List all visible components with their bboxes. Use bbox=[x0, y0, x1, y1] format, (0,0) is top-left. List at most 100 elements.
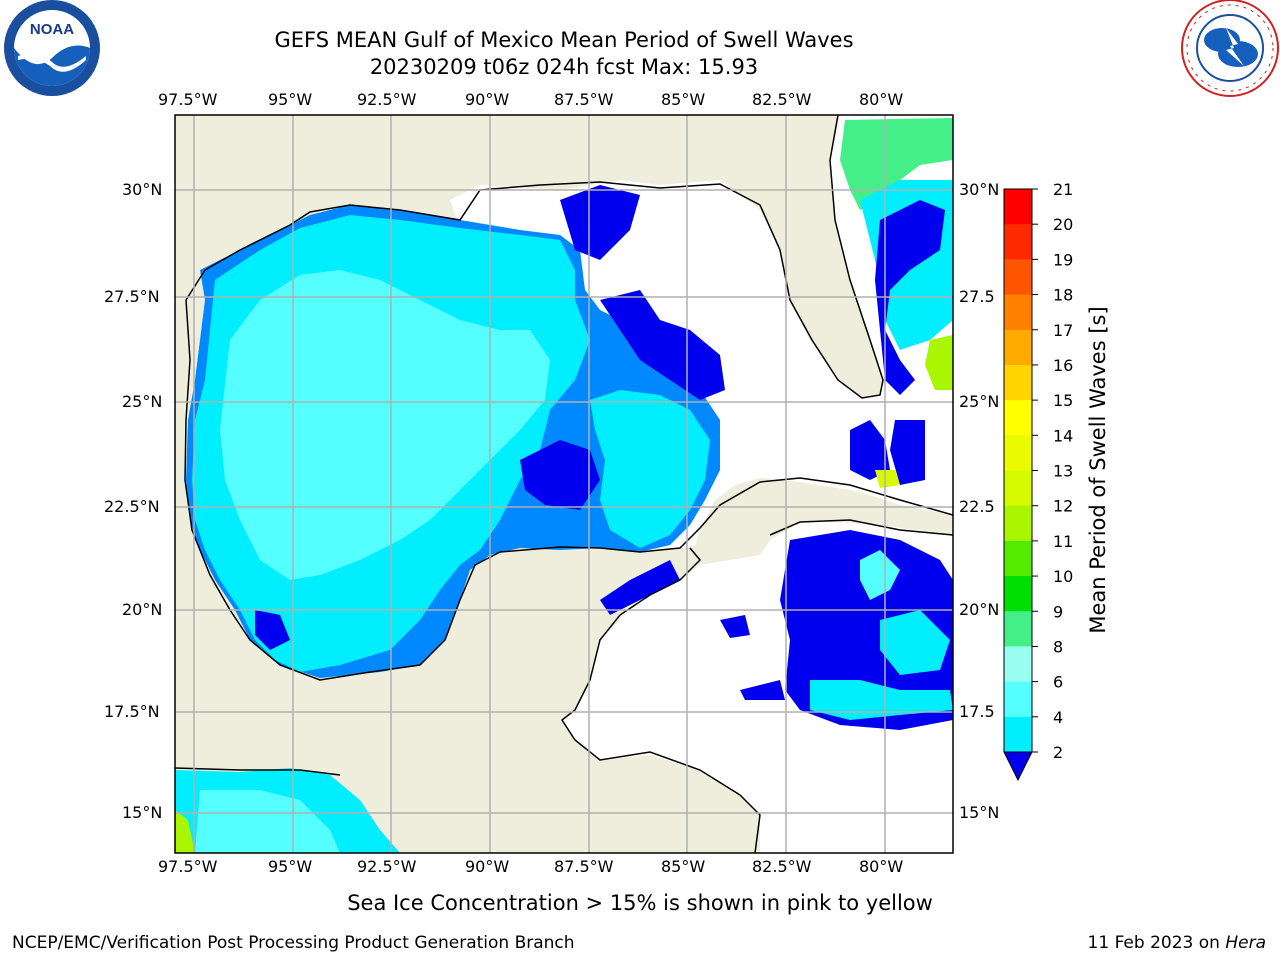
lon-top-97-5: 97.5°W bbox=[158, 90, 218, 109]
colorbar-tick-label: 19 bbox=[1053, 250, 1073, 269]
colorbar-underflow bbox=[1003, 751, 1033, 782]
swell-zone-12s bbox=[925, 335, 953, 390]
colorbar-tick-label: 2 bbox=[1053, 743, 1063, 762]
colorbar-label: Mean Period of Swell Waves [s] bbox=[1086, 306, 1110, 634]
land-cuba-yucatan bbox=[560, 490, 953, 715]
swell-zone-6-8s bbox=[220, 270, 550, 580]
swell-patch-b bbox=[740, 680, 785, 700]
colorbar-tick-label: 14 bbox=[1053, 426, 1073, 445]
colorbar-segment bbox=[1004, 189, 1032, 225]
lat-left-17-5: 17.5°N bbox=[104, 702, 160, 721]
lon-bottom-92-5: 92.5°W bbox=[357, 857, 417, 876]
colorbar: 21 20 19 18 17 16 15 14 13 12 11 10 9 8 6 4 2 bbox=[1003, 180, 1073, 782]
lat-left-30: 30°N bbox=[122, 180, 163, 199]
swell-zone-caribbean-east bbox=[880, 610, 950, 675]
lon-bottom-80: 80°W bbox=[859, 857, 904, 876]
footer-left: NCEP/EMC/Verification Post Processing Pr… bbox=[12, 933, 575, 953]
lon-top-82-5: 82.5°W bbox=[752, 90, 812, 109]
swell-under-2s-b bbox=[600, 290, 725, 400]
lon-top-90: 90°W bbox=[465, 90, 510, 109]
lat-right-30: 30°N bbox=[959, 180, 1000, 199]
colorbar-segment bbox=[1004, 611, 1032, 647]
lon-bottom-95: 95°W bbox=[268, 857, 313, 876]
colorbar-segment bbox=[1004, 364, 1032, 401]
gridlines bbox=[175, 115, 953, 853]
nws-logo bbox=[1181, 0, 1279, 97]
footer-right: 11 Feb 2023 on Hera bbox=[1088, 933, 1266, 953]
colorbar-tick-label: 6 bbox=[1053, 673, 1063, 692]
lon-bottom-82-5: 82.5°W bbox=[752, 857, 812, 876]
colorbar-tick-label: 11 bbox=[1053, 532, 1073, 551]
colorbar-segment bbox=[1004, 400, 1032, 436]
colorbar-segment bbox=[1004, 646, 1032, 683]
lat-right-17-5: 17.5 bbox=[959, 702, 995, 721]
colorbar-tick-label: 21 bbox=[1053, 180, 1073, 199]
lat-left-20: 20°N bbox=[122, 600, 163, 619]
footer-host: Hera bbox=[1225, 933, 1266, 953]
swell-under-2s-a bbox=[560, 185, 640, 260]
map-frame bbox=[174, 114, 954, 854]
colorbar-segment bbox=[1004, 576, 1032, 612]
colorbar-tick-label: 12 bbox=[1053, 497, 1073, 516]
colorbar-tick-label: 9 bbox=[1053, 602, 1063, 621]
lat-right-27-5: 27.5 bbox=[959, 287, 995, 306]
lon-top-95: 95°W bbox=[268, 90, 313, 109]
swell-zone-pacific-inner bbox=[195, 790, 340, 853]
swell-zone-9-10s bbox=[840, 118, 953, 210]
lat-left-22-5: 22.5°N bbox=[104, 497, 160, 516]
swell-under-2s-atlantic bbox=[875, 200, 945, 395]
colorbar-segment bbox=[1004, 435, 1032, 471]
lat-left-15: 15°N bbox=[122, 803, 163, 822]
noaa-logo-text: NOAA bbox=[30, 21, 74, 38]
swell-patch-c bbox=[850, 420, 890, 480]
colorbar-tick-label: 10 bbox=[1053, 567, 1073, 586]
lon-bottom-90: 90°W bbox=[465, 857, 510, 876]
swell-zone-caribbean-west bbox=[860, 550, 900, 600]
lon-top-87-5: 87.5°W bbox=[554, 90, 614, 109]
map-title: GEFS MEAN Gulf of Mexico Mean Period of … bbox=[274, 28, 854, 52]
lat-right-15: 15°N bbox=[959, 803, 1000, 822]
lat-left-27-5: 27.5°N bbox=[104, 287, 160, 306]
lon-top-80: 80°W bbox=[859, 90, 904, 109]
swell-zone-east-gulf bbox=[590, 390, 710, 548]
colorbar-segment bbox=[1004, 224, 1032, 260]
lat-right-20: 20°N bbox=[959, 600, 1000, 619]
lon-bottom-87-5: 87.5°W bbox=[554, 857, 614, 876]
sea-ice-caption: Sea Ice Concentration > 15% is shown in … bbox=[347, 891, 933, 915]
map-area bbox=[175, 115, 953, 853]
lat-right-22-5: 22.5 bbox=[959, 497, 995, 516]
swell-zone-pacific-edge bbox=[175, 810, 195, 853]
colorbar-segment bbox=[1004, 329, 1032, 366]
swell-patch-a bbox=[720, 615, 750, 638]
swell-under-2s-d bbox=[600, 560, 680, 615]
noaa-logo: NOAA bbox=[4, 0, 100, 96]
map-subtitle: 20230209 t06z 024h fcst Max: 15.93 bbox=[369, 55, 759, 79]
footer-date: 11 Feb 2023 on bbox=[1087, 933, 1226, 953]
colorbar-tick-label: 17 bbox=[1053, 321, 1073, 340]
colorbar-segment bbox=[1004, 294, 1032, 331]
lat-right-25: 25°N bbox=[959, 392, 1000, 411]
colorbar-tick-label: 20 bbox=[1053, 215, 1073, 234]
swell-zone-caribbean-south bbox=[810, 680, 953, 720]
lon-bottom-85: 85°W bbox=[661, 857, 706, 876]
swell-under-2s-e bbox=[255, 610, 290, 650]
colorbar-tick-label: 8 bbox=[1053, 637, 1063, 656]
colorbar-tick-label: 18 bbox=[1053, 286, 1073, 305]
colorbar-segment bbox=[1004, 716, 1032, 753]
colorbar-tick-label: 4 bbox=[1053, 708, 1063, 727]
swell-under-2s-c bbox=[520, 440, 600, 510]
swell-patch-e bbox=[875, 470, 900, 488]
coastlines bbox=[175, 115, 953, 853]
lat-left-25: 25°N bbox=[122, 392, 163, 411]
colorbar-segment bbox=[1004, 505, 1032, 542]
colorbar-tick-label: 16 bbox=[1053, 356, 1073, 375]
colorbar-segment bbox=[1004, 681, 1032, 718]
colorbar-tick-label: 13 bbox=[1053, 462, 1073, 481]
colorbar-tick-label: 15 bbox=[1053, 391, 1073, 410]
swell-patch-d bbox=[890, 420, 925, 485]
colorbar-segment bbox=[1004, 470, 1032, 507]
lon-bottom-97-5: 97.5°W bbox=[158, 857, 218, 876]
lon-top-85: 85°W bbox=[661, 90, 706, 109]
colorbar-segment bbox=[1004, 540, 1032, 577]
